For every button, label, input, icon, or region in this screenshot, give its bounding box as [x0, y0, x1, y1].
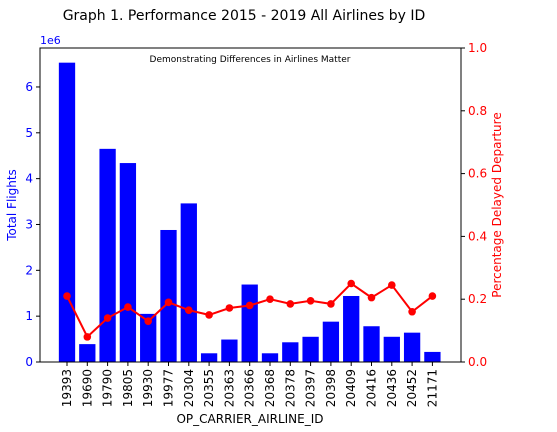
bar-20398	[322, 321, 340, 362]
delay-point-20452	[408, 307, 416, 316]
y-axis-right-label: Percentage Delayed Departure	[490, 112, 504, 297]
right-tick-label: 0.2	[468, 292, 487, 306]
bar-20355	[200, 353, 218, 362]
bar-20304	[180, 203, 197, 362]
delay-point-19930	[144, 317, 152, 325]
bar-20366	[241, 284, 258, 362]
bar-19393	[58, 62, 76, 363]
x-tick-label: 20398	[324, 369, 338, 407]
x-tick-label: 21171	[425, 369, 439, 407]
x-axis: 19393 19690 19790 19805 19930 19977 20304 20355…	[60, 362, 439, 407]
x-tick-label: 20368	[263, 369, 277, 407]
bar-19690	[79, 344, 96, 362]
delay-point-20436	[388, 281, 396, 289]
chart-title: Graph 1. Performance 2015 - 2019 All Air…	[63, 8, 426, 24]
bar-19930	[140, 313, 157, 362]
plot-frame	[39, 47, 462, 363]
x-tick-label: 20363	[222, 369, 236, 407]
bar-21171	[424, 351, 441, 362]
x-tick-label: 19393	[60, 369, 74, 407]
delay-point-19805	[124, 303, 132, 311]
right-tick-label: 0.0	[468, 355, 487, 369]
bar-20452	[403, 332, 421, 362]
bar-19805	[119, 163, 137, 362]
left-tick-label: 5	[25, 126, 33, 140]
x-tick-label: 20366	[243, 369, 257, 407]
x-tick-label: 19790	[101, 369, 115, 407]
bar-20368	[261, 353, 279, 362]
x-tick-label: 20436	[385, 369, 399, 407]
x-axis-label: OP_CARRIER_AIRLINE_ID	[176, 412, 323, 426]
delay-point-20397	[306, 296, 315, 305]
bar-20436	[383, 336, 400, 362]
delay-point-21171	[428, 292, 437, 300]
annotation: Demonstrating Differences in Airlines Ma…	[150, 55, 351, 65]
right-tick-label: 0.6	[468, 167, 487, 181]
bar-20378	[282, 342, 299, 362]
left-tick-label: 6	[25, 80, 33, 94]
x-tick-label: 19977	[162, 369, 176, 407]
x-tick-label: 19930	[141, 369, 155, 407]
left-tick-label: 0	[25, 355, 33, 369]
delay-point-20363	[225, 304, 234, 312]
x-tick-label: 19690	[80, 369, 94, 407]
bar-19790	[99, 148, 116, 362]
x-tick-label: 20452	[405, 369, 419, 407]
bar-20416	[363, 326, 380, 362]
right-tick-label: 0.8	[468, 104, 487, 118]
delay-point-19977	[164, 298, 173, 307]
bar-20409	[343, 295, 360, 362]
delay-point-20409	[347, 279, 356, 288]
left-tick-label: 4	[25, 172, 33, 186]
delay-point-20368	[266, 295, 274, 304]
x-tick-label: 19805	[121, 369, 135, 407]
delay-point-20366	[245, 301, 254, 310]
delay-point-20416	[367, 293, 376, 302]
x-tick-label: 20397	[304, 369, 318, 407]
delay-point-20378	[286, 300, 295, 308]
bar-group	[58, 62, 441, 363]
left-tick-label: 1	[25, 309, 33, 323]
x-tick-label: 20409	[344, 369, 358, 407]
x-tick-label: 20378	[283, 369, 297, 407]
delay-point-19690	[83, 333, 92, 341]
bar-19977	[160, 229, 177, 362]
delay-point-19393	[63, 292, 71, 300]
delay-point-20304	[185, 306, 193, 314]
x-tick-label: 20304	[182, 369, 196, 407]
right-tick-label: 1.0	[468, 41, 487, 55]
right-tick-label: 0.4	[468, 229, 487, 243]
left-tick-label: 3	[25, 217, 33, 231]
delay-point-20398	[327, 300, 335, 308]
y-axis-left-label: Total Flights	[5, 169, 19, 242]
delay-point-19790	[103, 314, 112, 322]
x-tick-label: 20355	[202, 369, 216, 407]
delay-point-20355	[205, 311, 213, 319]
left-axis-offset: 1e6	[40, 34, 61, 47]
line-series	[63, 279, 437, 341]
bar-20397	[302, 336, 319, 362]
bar-20363	[221, 339, 238, 362]
left-tick-label: 2	[25, 263, 33, 277]
left-axis: 0 1 2 3 4 5 6	[25, 80, 40, 369]
x-tick-label: 20416	[365, 369, 379, 407]
right-axis: 0.0 0.2 0.4 0.6 0.8 1.0	[461, 41, 487, 369]
